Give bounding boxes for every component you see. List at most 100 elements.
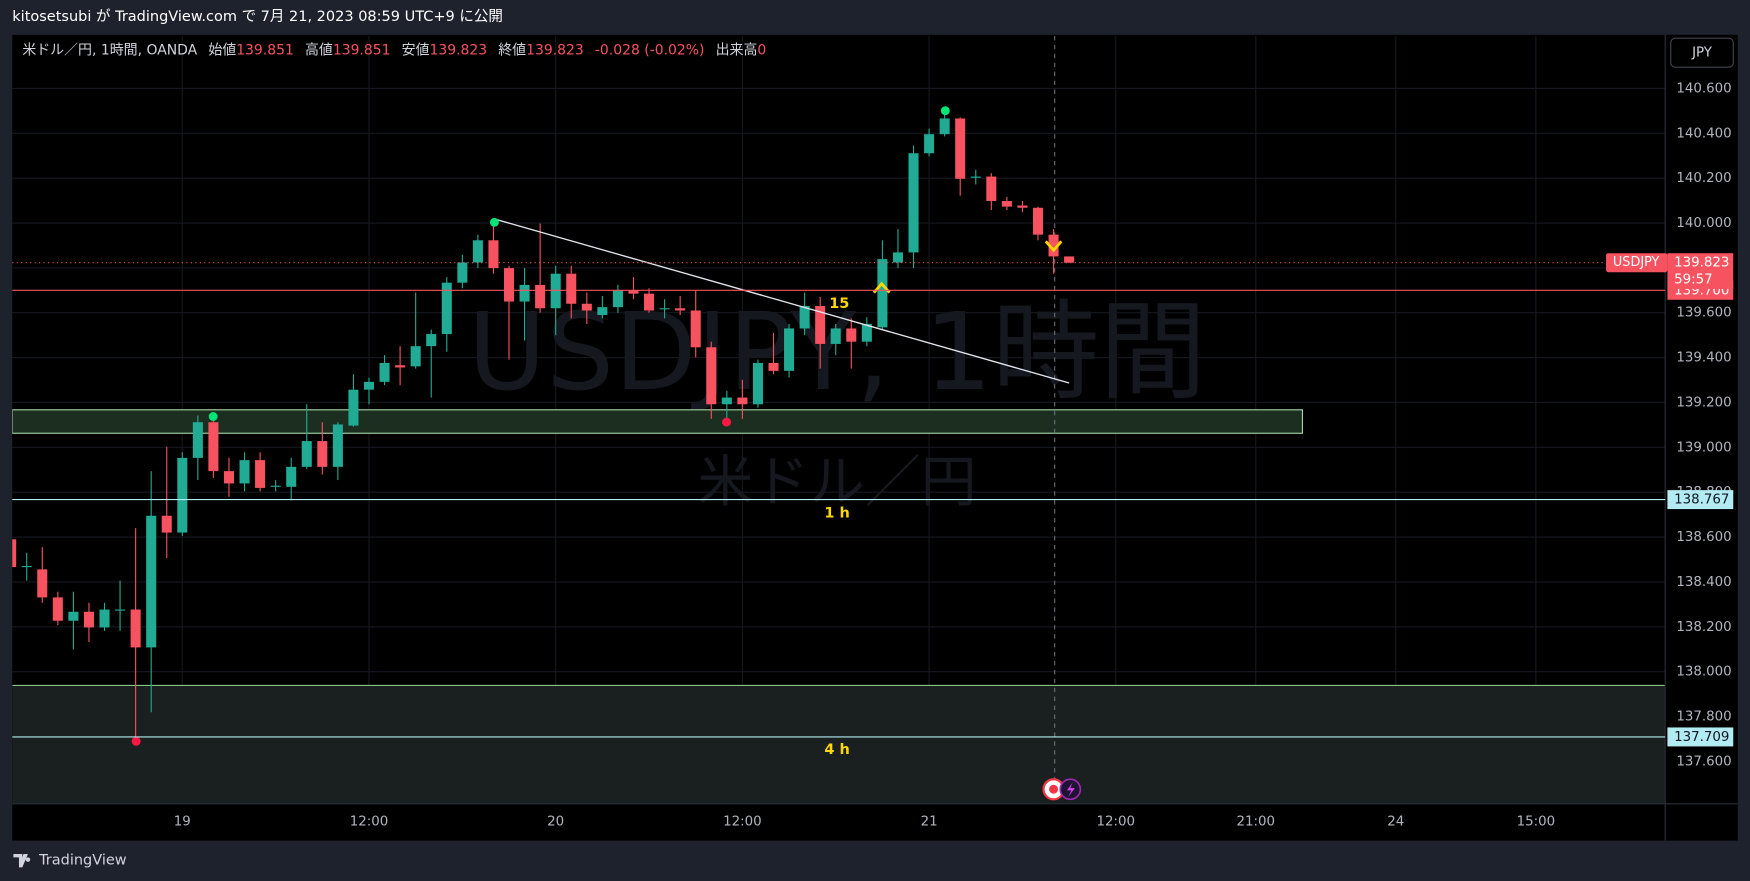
- candle-body: [1064, 256, 1075, 263]
- legend-value: 139.851: [236, 42, 294, 58]
- countdown-label: 59:57: [1674, 272, 1713, 287]
- candle-body: [488, 240, 499, 269]
- pivot-high: [940, 106, 950, 116]
- candle-body: [986, 176, 997, 202]
- candle-body: [410, 346, 421, 367]
- watermark-subtitle: 米ドル／円: [698, 450, 977, 515]
- y-tick-label: 139.400: [1676, 351, 1731, 366]
- candle-body: [301, 441, 312, 467]
- y-tick-label: 137.800: [1676, 710, 1731, 725]
- axes: 137.600 137.800 138.000 138.200 138.400 138.6…: [174, 81, 1732, 829]
- legend-label: 高値: [305, 41, 333, 58]
- candle-body: [706, 347, 717, 405]
- event-icon-bolt: [1066, 782, 1075, 798]
- candle-body: [472, 240, 483, 263]
- x-tick-label: 20: [547, 815, 564, 830]
- legend-value: 139.823: [526, 42, 584, 58]
- x-tick-label: 21:00: [1237, 815, 1276, 830]
- last-price-box: [1667, 253, 1734, 289]
- y-tick-label: 137.600: [1676, 754, 1731, 769]
- candle-body: [146, 515, 157, 648]
- candle-body: [784, 328, 795, 371]
- price-label-box: [1667, 727, 1734, 747]
- y-tick-label: 140.400: [1676, 126, 1731, 141]
- candle-body: [799, 306, 810, 329]
- candle-body: [924, 134, 935, 154]
- legend-value: 139.823: [429, 42, 487, 58]
- signal-up: [872, 281, 891, 294]
- candle-body: [239, 460, 250, 484]
- candle-body: [68, 611, 79, 621]
- candle-body: [317, 441, 328, 467]
- candle-body: [721, 397, 732, 405]
- candle-body: [192, 422, 203, 458]
- candles: [12, 111, 1075, 743]
- annotation: 1 h: [824, 506, 849, 522]
- candle-body: [1048, 234, 1059, 257]
- symbol-label-box: [1606, 253, 1668, 273]
- candle-body: [550, 273, 561, 309]
- y-tick-label: 138.200: [1676, 620, 1731, 635]
- candle-body: [659, 308, 670, 310]
- candle-body: [255, 460, 266, 488]
- candle-body: [566, 273, 577, 304]
- y-tick-label: 138.400: [1676, 575, 1731, 590]
- zone-4h: [12, 685, 1666, 804]
- candle-body: [519, 284, 530, 302]
- x-tick-label: 15:00: [1517, 815, 1556, 830]
- x-tick-label: 12:00: [723, 815, 762, 830]
- legend-label: 安値: [402, 42, 430, 58]
- legend-value: 0: [757, 42, 766, 58]
- candle-body: [939, 118, 950, 135]
- candle-body: [597, 307, 608, 315]
- currency-label: JPY: [1691, 46, 1713, 61]
- legend-label: 出来高: [716, 41, 758, 58]
- last-price-label: 139.823: [1674, 256, 1729, 271]
- candle-body: [970, 176, 981, 178]
- annotation: 4 h: [824, 742, 849, 758]
- legend-symbol: 米ドル／円, 1時間, OANDA: [22, 42, 197, 58]
- candle-body: [286, 466, 297, 487]
- legend-value: 139.851: [333, 42, 391, 58]
- candle-body: [130, 609, 141, 648]
- candle-body: [21, 565, 32, 568]
- candle-body: [768, 362, 779, 371]
- currency-button[interactable]: [1670, 37, 1734, 68]
- candle-body: [815, 306, 826, 344]
- candle-body: [1017, 205, 1028, 208]
- candle-body: [908, 153, 919, 253]
- candle-body: [581, 303, 592, 311]
- y-tick-label: 140.200: [1676, 171, 1731, 186]
- zone-1h: [12, 409, 1304, 434]
- candle-body: [644, 293, 655, 311]
- y-tick-label: 140.000: [1676, 216, 1731, 231]
- candle-body: [52, 597, 63, 621]
- candle-body: [83, 611, 94, 628]
- pivot-low: [722, 417, 732, 427]
- legend-change: -0.028 (-0.02%): [595, 42, 705, 58]
- candle-body: [270, 485, 281, 487]
- watermark-title: USDJPY, 1時間: [468, 291, 1207, 415]
- y-tick-label: 140.600: [1676, 81, 1731, 96]
- candle-body: [535, 284, 546, 309]
- legend: 米ドル／円, 1時間, OANDA 始値139.851 高値139.851 安値…: [22, 41, 766, 58]
- y-tick-label: 139.600: [1676, 306, 1731, 321]
- watermark: USDJPY, 1時間 米ドル／円: [468, 291, 1207, 515]
- candle-body: [12, 539, 17, 568]
- candle-body: [426, 334, 437, 347]
- candle-body: [363, 381, 375, 390]
- pivot-high: [489, 217, 499, 227]
- candle-body: [877, 259, 888, 328]
- candle-body: [161, 515, 172, 533]
- candle-body: [1001, 201, 1012, 207]
- y-tick-label: 138.600: [1676, 530, 1731, 545]
- price-label: 137.709: [1674, 730, 1729, 745]
- candle-body: [690, 310, 701, 348]
- y-tick-label: 139.200: [1676, 395, 1731, 410]
- x-tick-label: 24: [1387, 815, 1404, 830]
- candle-body: [612, 290, 623, 308]
- footer-brand: TradingView: [38, 853, 127, 869]
- candle-body: [379, 362, 390, 382]
- candle-body: [1032, 207, 1044, 235]
